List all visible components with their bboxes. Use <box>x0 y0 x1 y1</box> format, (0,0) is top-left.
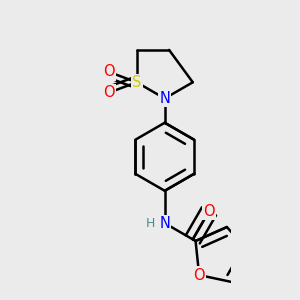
Text: N: N <box>159 91 170 106</box>
Text: O: O <box>203 204 215 219</box>
Text: O: O <box>103 64 115 80</box>
Text: N: N <box>159 216 170 231</box>
Text: O: O <box>103 85 115 100</box>
Text: O: O <box>193 268 205 283</box>
Text: H: H <box>145 217 155 230</box>
Text: S: S <box>132 75 141 90</box>
